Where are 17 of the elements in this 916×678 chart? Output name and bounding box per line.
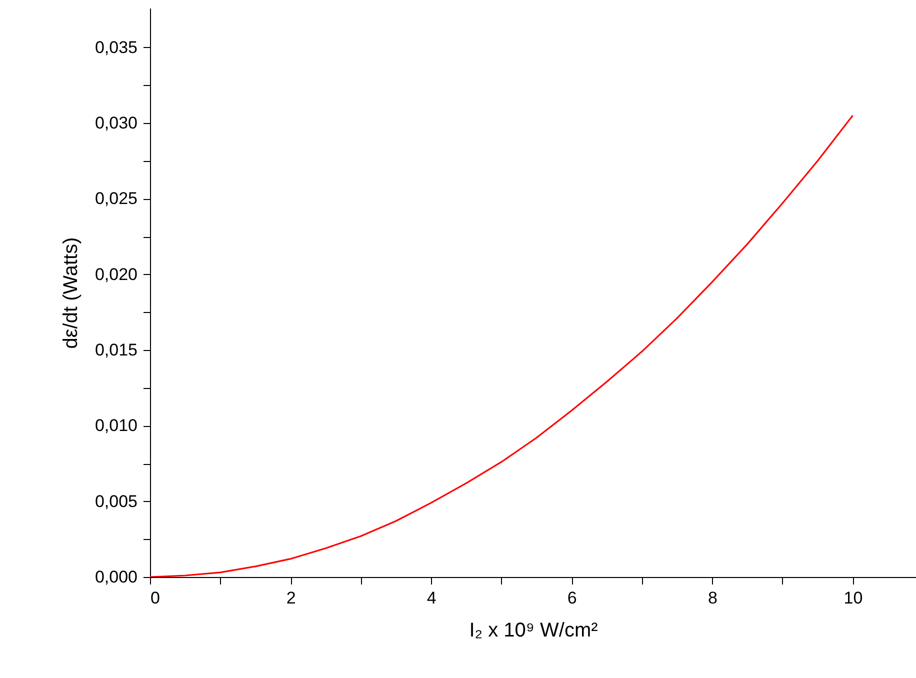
y-tick-label: 0,020 [94,264,138,284]
x-tick-label: 4 [426,588,436,608]
y-tick-label: 0,005 [94,492,138,511]
x-axis-title: I₂ x 10⁹ W/cm² [469,620,598,642]
y-tick-label: 0,015 [94,340,138,360]
x-tick-label: 6 [567,588,577,608]
x-tick-label: 2 [286,588,296,608]
x-tick-label: 10 [844,588,863,608]
y-tick-label: 0,030 [94,114,138,133]
y-axis-title: dε/dt (Watts) [60,237,82,349]
x-tick-label: 0 [150,588,160,608]
y-tick-label: 0,010 [94,416,138,436]
y-tick-label: 0,035 [94,38,138,57]
y-tick-label: 0,025 [94,189,138,208]
y-tick-label: 0,000 [94,568,138,586]
x-tick-label: 8 [708,588,718,608]
line-series [150,114,854,577]
